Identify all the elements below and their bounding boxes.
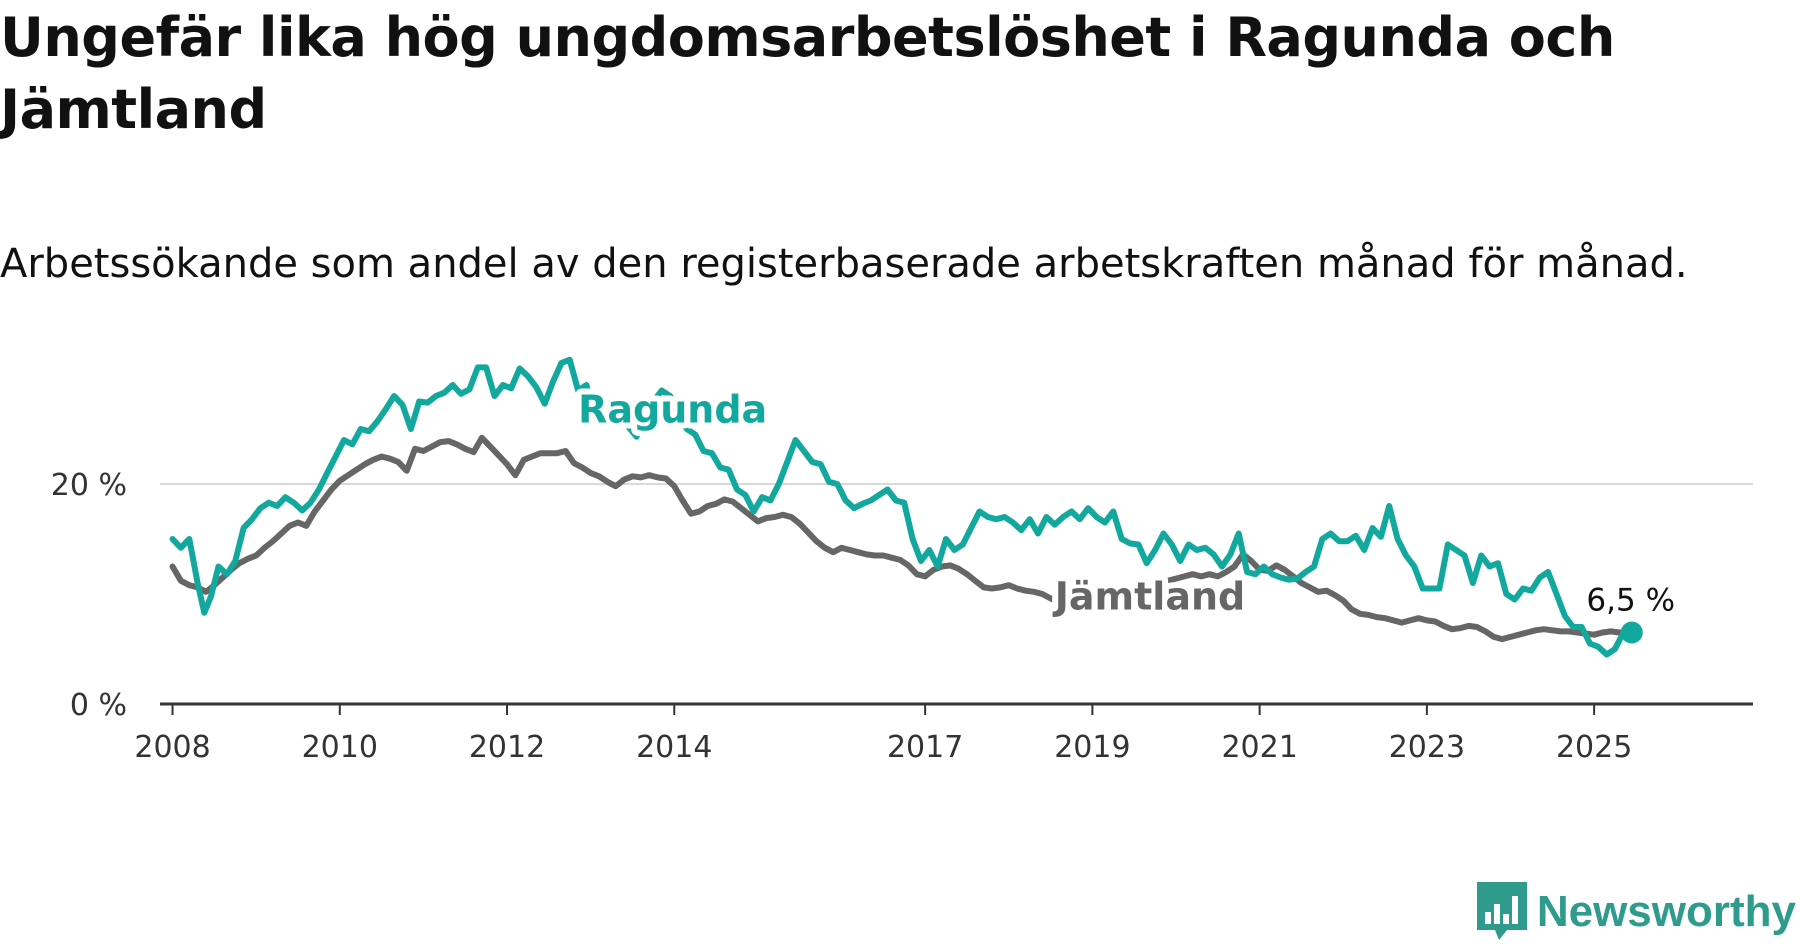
series-lines xyxy=(169,356,1635,658)
newsworthy-logo[interactable]: Newsworthy xyxy=(1476,882,1796,942)
y-tick-label: 20 % xyxy=(51,468,127,503)
x-tick-label: 2017 xyxy=(887,730,963,765)
chart-subtitle: Arbetssökande som andel av den registerb… xyxy=(0,241,1688,287)
series-labels: Ragunda Jämtland 6,5 % xyxy=(572,381,1679,644)
y-tick-label: 0 % xyxy=(70,688,127,723)
x-tick-label: 2025 xyxy=(1556,730,1632,765)
end-value-label: 6,5 % xyxy=(1586,583,1675,619)
x-tick-label: 2019 xyxy=(1054,730,1130,765)
series-line-ragunda xyxy=(169,356,1635,658)
bar-chart-logo-icon xyxy=(1476,882,1527,940)
chart-title: Ungefär lika hög ungdomsarbetslöshet i R… xyxy=(0,6,1615,141)
series-line-j-mtland xyxy=(169,434,1635,643)
x-tick-label: 2014 xyxy=(636,730,712,765)
x-tick-label: 2010 xyxy=(302,730,378,765)
x-tick-label: 2021 xyxy=(1221,730,1297,765)
x-tick-label: 2008 xyxy=(134,730,210,765)
end-point-marker xyxy=(1620,621,1643,644)
x-tick-label: 2012 xyxy=(469,730,545,765)
x-tick-label: 2023 xyxy=(1389,730,1465,765)
gridlines: 0 % 20 % xyxy=(51,468,1753,723)
series-label: Ragunda xyxy=(578,387,767,431)
series-label: Jämtland xyxy=(1052,574,1245,618)
x-axis: 2008 2010 2012 2014 2017 2019 2021 2023 2025 xyxy=(134,702,1753,765)
brand-name: Newsworthy xyxy=(1536,887,1796,936)
